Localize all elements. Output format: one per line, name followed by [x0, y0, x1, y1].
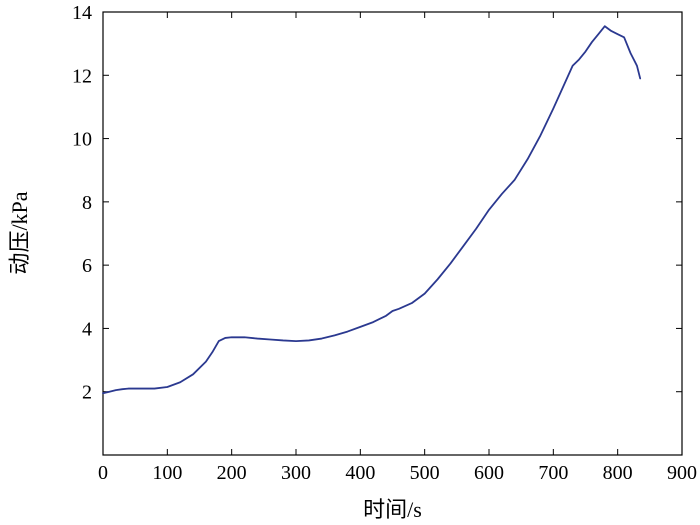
axis-ticks — [102, 11, 683, 455]
plot-frame — [102, 11, 683, 456]
x-axis-label: 时间/s — [363, 497, 422, 522]
x-tick-label: 100 — [152, 462, 182, 484]
x-tick-label: 500 — [410, 462, 440, 484]
x-tick-label: 300 — [281, 462, 311, 484]
x-tick-label: 400 — [345, 462, 375, 484]
y-tick-label: 2 — [82, 382, 92, 404]
series-line — [102, 25, 642, 395]
x-tick-label: 0 — [98, 462, 108, 484]
x-tick-labels: 0 100 200 300 400 500 600 700 800 900 — [98, 462, 697, 484]
y-tick-label: 8 — [82, 192, 92, 214]
x-tick-label: 900 — [667, 462, 697, 484]
x-tick-label: 600 — [474, 462, 504, 484]
y-tick-labels: 2 4 6 8 10 12 14 — [72, 2, 92, 404]
y-tick-label: 14 — [72, 2, 92, 24]
y-tick-label: 10 — [72, 129, 92, 151]
x-tick-label: 200 — [217, 462, 247, 484]
x-tick-label: 700 — [538, 462, 568, 484]
y-tick-label: 6 — [82, 255, 92, 277]
y-tick-label: 4 — [82, 318, 92, 340]
y-axis-label: 动压/kPa — [7, 191, 32, 274]
y-tick-label: 12 — [72, 65, 92, 87]
x-tick-label: 800 — [603, 462, 633, 484]
